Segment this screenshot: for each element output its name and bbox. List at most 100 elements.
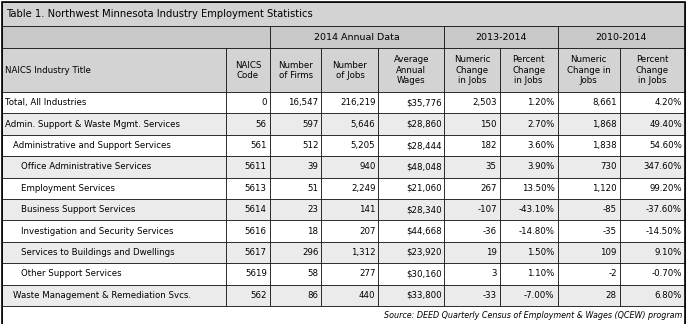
Bar <box>322 135 379 156</box>
Bar <box>379 199 444 220</box>
Text: $44,668: $44,668 <box>406 226 442 236</box>
Bar <box>558 48 620 92</box>
Text: $21,060: $21,060 <box>406 184 442 193</box>
Bar <box>322 48 379 92</box>
Bar <box>620 199 685 220</box>
Text: 5617: 5617 <box>245 248 267 257</box>
Text: 1.50%: 1.50% <box>527 248 554 257</box>
Bar <box>270 242 322 263</box>
Bar <box>2 199 226 220</box>
Text: 3.90%: 3.90% <box>527 162 554 171</box>
Text: Admin. Support & Waste Mgmt. Services: Admin. Support & Waste Mgmt. Services <box>5 120 180 129</box>
Bar <box>500 242 558 263</box>
Bar <box>558 156 620 178</box>
Bar <box>270 48 322 92</box>
Text: -7.00%: -7.00% <box>524 291 554 300</box>
Text: $35,776: $35,776 <box>406 98 442 107</box>
Text: 5611: 5611 <box>245 162 267 171</box>
Bar <box>226 199 270 220</box>
Text: 1.10%: 1.10% <box>527 269 554 278</box>
Bar <box>270 113 322 135</box>
Text: -107: -107 <box>477 205 497 214</box>
Bar <box>620 48 685 92</box>
Text: 2010-2014: 2010-2014 <box>596 33 647 42</box>
Bar <box>2 26 270 48</box>
Bar <box>620 156 685 178</box>
Text: 5619: 5619 <box>245 269 267 278</box>
Bar <box>444 220 500 242</box>
Bar <box>226 113 270 135</box>
Text: Numeric
Change in
Jobs: Numeric Change in Jobs <box>567 55 611 85</box>
Text: 5616: 5616 <box>245 226 267 236</box>
Text: $28,444: $28,444 <box>406 141 442 150</box>
Bar <box>620 178 685 199</box>
Bar <box>444 178 500 199</box>
Bar <box>500 48 558 92</box>
Bar <box>444 242 500 263</box>
Bar <box>2 113 226 135</box>
Bar <box>379 220 444 242</box>
Text: 28: 28 <box>606 291 617 300</box>
Text: Table 1. Northwest Minnesota Industry Employment Statistics: Table 1. Northwest Minnesota Industry Em… <box>6 9 313 19</box>
Bar <box>270 220 322 242</box>
Text: Percent
Change
in Jobs: Percent Change in Jobs <box>635 55 669 85</box>
Text: Administrative and Support Services: Administrative and Support Services <box>13 141 171 150</box>
Text: 2,249: 2,249 <box>351 184 375 193</box>
Text: 1,312: 1,312 <box>351 248 375 257</box>
Text: Employment Services: Employment Services <box>21 184 115 193</box>
Bar <box>620 92 685 113</box>
Bar <box>379 113 444 135</box>
Bar <box>270 92 322 113</box>
Bar <box>226 156 270 178</box>
Bar <box>444 263 500 284</box>
Text: 182: 182 <box>480 141 497 150</box>
Text: Office Administrative Services: Office Administrative Services <box>21 162 151 171</box>
Bar <box>444 135 500 156</box>
Text: -2: -2 <box>608 269 617 278</box>
Text: 6.80%: 6.80% <box>655 291 682 300</box>
Text: NAICS
Code: NAICS Code <box>235 61 261 80</box>
Bar <box>558 284 620 306</box>
Text: 109: 109 <box>600 248 617 257</box>
Text: 2.70%: 2.70% <box>527 120 554 129</box>
Bar <box>2 2 685 26</box>
Text: Investigation and Security Services: Investigation and Security Services <box>21 226 174 236</box>
Bar <box>322 284 379 306</box>
Bar <box>2 156 226 178</box>
Text: 1,868: 1,868 <box>592 120 617 129</box>
Text: -0.70%: -0.70% <box>651 269 682 278</box>
Bar <box>558 135 620 156</box>
Text: $48,048: $48,048 <box>406 162 442 171</box>
Bar <box>270 178 322 199</box>
Bar <box>558 178 620 199</box>
Bar <box>226 284 270 306</box>
Bar <box>226 178 270 199</box>
Text: Number
of Jobs: Number of Jobs <box>333 61 368 80</box>
Bar <box>558 242 620 263</box>
Text: 18: 18 <box>308 226 319 236</box>
Text: 150: 150 <box>480 120 497 129</box>
Bar <box>444 48 500 92</box>
Text: 216,219: 216,219 <box>340 98 375 107</box>
Bar <box>500 113 558 135</box>
Bar <box>226 242 270 263</box>
Text: 5,646: 5,646 <box>351 120 375 129</box>
Text: Source: DEED Quarterly Census of Employment & Wages (QCEW) program: Source: DEED Quarterly Census of Employm… <box>384 311 682 320</box>
Text: -33: -33 <box>483 291 497 300</box>
Bar <box>444 156 500 178</box>
Bar <box>2 135 226 156</box>
Text: 512: 512 <box>302 141 319 150</box>
Bar <box>620 135 685 156</box>
Bar <box>270 284 322 306</box>
Bar <box>2 284 226 306</box>
Bar <box>620 220 685 242</box>
Bar <box>322 242 379 263</box>
Text: Other Support Services: Other Support Services <box>21 269 122 278</box>
Bar <box>379 263 444 284</box>
Bar <box>322 220 379 242</box>
Bar <box>558 199 620 220</box>
Bar <box>444 284 500 306</box>
Text: Services to Buildings and Dwellings: Services to Buildings and Dwellings <box>21 248 174 257</box>
Text: 730: 730 <box>600 162 617 171</box>
Bar <box>322 113 379 135</box>
